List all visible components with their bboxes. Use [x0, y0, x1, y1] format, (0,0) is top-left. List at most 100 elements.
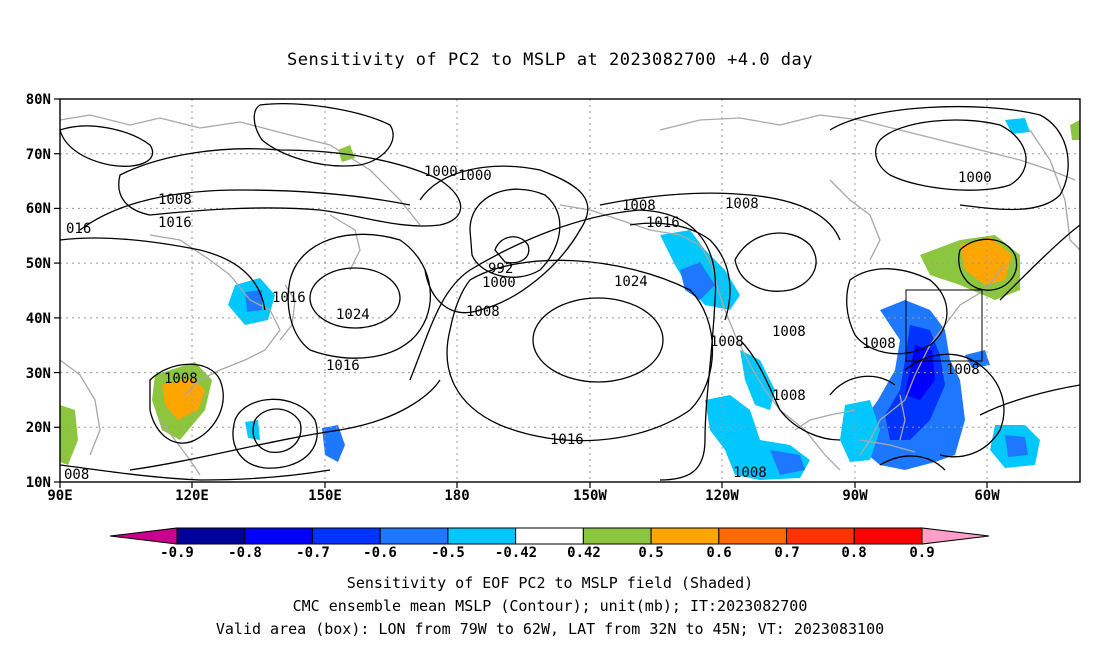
contour-label: 1008 — [622, 198, 656, 214]
contour-label: 1008 — [862, 336, 896, 352]
contour-atlantic-outer — [999, 224, 1081, 301]
colorbar-tick: 0.8 — [841, 545, 866, 561]
colorbar-segment — [650, 527, 720, 545]
blue-region-westpac — [322, 425, 345, 462]
contour-na-1016 — [629, 222, 731, 321]
contour-aleutian-1008 — [419, 165, 589, 314]
contour-westpac-low — [252, 408, 302, 453]
contour-asia-1016 — [59, 237, 266, 311]
contour-label: 1008 — [466, 304, 500, 320]
lon-label: 150E — [308, 488, 342, 504]
contour-label: 1016 — [326, 358, 360, 374]
contour-canada-1008 — [846, 268, 948, 355]
coast-greenland — [1029, 129, 1081, 251]
contour-atlantic-1008 — [904, 353, 1005, 458]
contour-low-aleutian-992 — [494, 236, 530, 264]
green-region-india — [60, 405, 78, 465]
caption-valid-area: Valid area (box): LON from 79W to 62W, L… — [215, 620, 885, 638]
colorbar: -0.9 -0.8 -0.7 -0.6 -0.5 -0.42 0.42 0.5 … — [109, 527, 990, 561]
lat-label: 40N — [26, 311, 51, 327]
colorbar-tick: -0.5 — [431, 545, 465, 561]
contour-label: 992 — [488, 261, 513, 277]
latitude-labels: 80N 70N 60N 50N 40N 30N 20N 10N — [26, 92, 51, 491]
coast-cuba — [859, 439, 916, 453]
contour-high-pacific-1008 — [409, 209, 717, 481]
contour-greenland-1000 — [875, 119, 1027, 191]
contour-arctic-1016 — [79, 189, 411, 231]
caption-contour: CMC ensemble mean MSLP (Contour); unit(m… — [292, 597, 808, 615]
lat-label: 60N — [26, 201, 51, 217]
coast-na-north — [659, 114, 1076, 181]
lon-label: 90W — [842, 488, 868, 504]
lon-label: 90E — [47, 488, 72, 504]
colorbar-tick: 0.9 — [909, 545, 934, 561]
contour-high-westpac-1024 — [309, 267, 401, 329]
colorbar-low-arrow — [109, 527, 178, 545]
contour-philippines-1008 — [149, 363, 224, 444]
contour-label: 1008 — [772, 388, 806, 404]
contour-arctic-1000 — [253, 103, 394, 167]
lon-label: 120W — [705, 488, 739, 504]
contour-label: 016 — [66, 221, 91, 237]
coast-asia-north — [59, 114, 421, 226]
contour-label: 1000 — [458, 168, 492, 184]
colorbar-segment — [311, 527, 381, 545]
colorbar-segment — [718, 527, 788, 545]
colorbar-segments — [176, 527, 923, 545]
graticule — [60, 99, 1080, 482]
map-title: Sensitivity of PC2 to MSLP at 2023082700… — [286, 50, 813, 70]
colorbar-segment — [447, 527, 517, 545]
contour-label: 1008 — [772, 324, 806, 340]
lat-label: 80N — [26, 92, 51, 108]
contour-label: 008 — [64, 467, 89, 483]
contour-label: 1008 — [725, 196, 759, 212]
caption-shaded: Sensitivity of EOF PC2 to MSLP field (Sh… — [346, 574, 754, 592]
coast-kamchatka — [329, 214, 361, 271]
colorbar-segment — [786, 527, 855, 545]
blue-region-mexico-inner — [770, 450, 805, 475]
contour-greenland-1008 — [829, 105, 1069, 211]
mslp-contours — [59, 103, 1081, 481]
contour-nfld-low — [958, 238, 1018, 291]
colorbar-tick: 0.7 — [774, 545, 799, 561]
colorbar-segment — [379, 527, 449, 545]
longitude-labels: 90E 120E 150E 180 150W 120W 90W 60W — [47, 488, 1000, 504]
contour-tropics-1016 — [129, 379, 441, 471]
colorbar-tick: 0.6 — [706, 545, 731, 561]
contour-label: 1024 — [336, 307, 370, 323]
blue-region-arctic-east — [1005, 118, 1030, 134]
colorbar-segment — [244, 527, 313, 545]
valid-area-box — [905, 289, 983, 362]
colorbar-segment — [853, 527, 923, 545]
colorbar-high-arrow — [921, 527, 990, 545]
contour-label: 1008 — [164, 371, 198, 387]
colorbar-tick: 0.5 — [638, 545, 663, 561]
contour-label: 1016 — [272, 290, 306, 306]
contour-atlantic-1016 — [979, 384, 1081, 416]
blue-region-atlantic-inner — [1005, 435, 1028, 457]
blue-region-gulf — [840, 400, 880, 462]
orange-region-philippines — [162, 378, 205, 420]
contour-high-pacific-1024 — [532, 297, 664, 383]
contour-label: 1016 — [550, 432, 584, 448]
colorbar-segment — [515, 527, 584, 545]
colorbar-tick-labels: -0.9 -0.8 -0.7 -0.6 -0.5 -0.42 0.42 0.5 … — [160, 545, 935, 561]
contour-label: 1016 — [158, 215, 192, 231]
coast-india — [59, 359, 101, 456]
contour-label: 1000 — [482, 275, 516, 291]
blue-region-hudson — [965, 350, 990, 368]
contour-low-aleutian-1000 — [469, 188, 561, 278]
sensitivity-shading — [60, 118, 1080, 480]
colorbar-tick: -0.6 — [363, 545, 397, 561]
colorbar-tick: -0.42 — [495, 545, 537, 561]
contour-label-group: 1008 016 1016 1000 1000 992 1000 1008 10… — [64, 164, 992, 483]
colorbar-segment — [582, 527, 652, 545]
coast-asia-east — [149, 234, 281, 396]
contour-siberia-1008 — [59, 125, 154, 167]
coast-alaska — [559, 204, 701, 246]
contour-label: 1008 — [733, 465, 767, 481]
blue-region-japan-inner — [245, 290, 262, 312]
contour-label: 1008 — [158, 192, 192, 208]
blue-region-mexico-small — [740, 350, 775, 410]
lat-label: 70N — [26, 147, 51, 163]
